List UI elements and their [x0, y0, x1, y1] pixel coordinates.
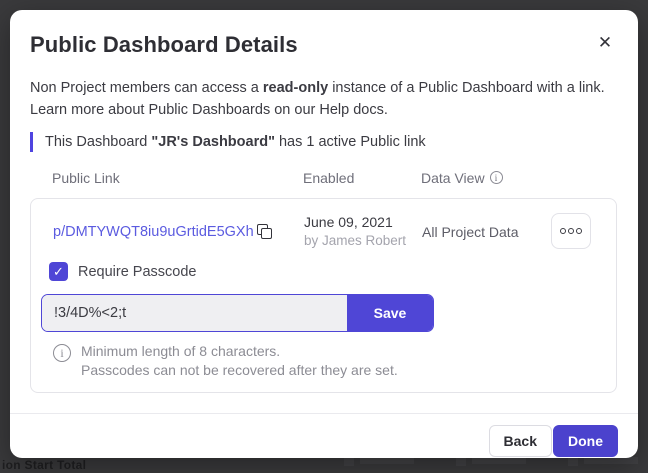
description-line2: Learn more about Public Dashboards on ou…	[30, 102, 388, 118]
public-dashboard-details-modal: ✕ Public Dashboard Details Non Project m…	[10, 10, 638, 458]
footer-divider	[10, 413, 638, 414]
callout-post: has 1 active Public link	[274, 134, 426, 150]
active-link-callout: This Dashboard "JR's Dashboard" has 1 ac…	[30, 132, 426, 152]
save-button[interactable]: Save	[347, 295, 433, 331]
legend-label-blur	[584, 457, 638, 465]
callout-pre: This Dashboard	[45, 134, 152, 150]
background-page-legend	[344, 452, 638, 470]
legend-swatch	[568, 455, 578, 466]
info-icon: i	[53, 344, 71, 362]
public-link-card: p/DMTYWQT8iu9uGrtidE5GXh June 09, 2021 b…	[30, 198, 617, 393]
require-passcode-label: Require Passcode	[78, 263, 197, 280]
background-page-text: ion Start Total	[2, 458, 87, 472]
legend-swatch	[456, 455, 466, 466]
passcode-input[interactable]	[42, 295, 347, 331]
column-header-public-link: Public Link	[52, 170, 120, 186]
description-read-only: read-only	[262, 80, 329, 96]
more-options-icon	[560, 228, 566, 234]
more-options-icon	[576, 228, 582, 234]
more-options-button[interactable]	[551, 213, 591, 249]
table-header-row: Public Link Enabled Data View i	[30, 170, 617, 190]
column-header-enabled: Enabled	[303, 170, 355, 186]
copy-icon	[257, 224, 273, 240]
back-button[interactable]: Back	[488, 425, 552, 457]
column-header-data-view: Data View i	[421, 170, 503, 186]
legend-label-blur	[472, 457, 526, 465]
legend-swatch	[344, 455, 354, 466]
close-icon[interactable]: ✕	[594, 32, 616, 54]
modal-description: Non Project members can access a read-on…	[30, 77, 605, 121]
legend-label-blur	[360, 457, 414, 465]
done-button[interactable]: Done	[553, 425, 618, 457]
require-passcode-checkbox[interactable]: ✓ Require Passcode	[49, 262, 197, 281]
description-line1-pre: Non Project members can access a	[30, 80, 263, 96]
passcode-input-group: Save	[41, 294, 434, 332]
column-header-data-view-label: Data View	[421, 170, 485, 186]
page-title: Public Dashboard Details	[30, 32, 298, 57]
note-line2: Passcodes can not be recovered after the…	[81, 362, 398, 378]
data-view-value: All Project Data	[422, 224, 519, 240]
description-line1-post: instance of a Public Dashboard with a li…	[328, 80, 605, 96]
checkbox-checked-icon[interactable]: ✓	[49, 262, 68, 281]
data-view-info-icon[interactable]: i	[489, 171, 503, 184]
public-link-url[interactable]: p/DMTYWQT8iu9uGrtidE5GXh	[53, 224, 254, 240]
passcode-note: i Minimum length of 8 characters. Passco…	[53, 342, 398, 380]
enabled-by: by James Robert	[304, 233, 407, 248]
copy-link-button[interactable]	[254, 221, 276, 243]
note-line1: Minimum length of 8 characters.	[81, 343, 281, 359]
more-options-icon	[568, 228, 574, 234]
callout-dashboard-name: "JR's Dashboard"	[151, 134, 275, 150]
enabled-date: June 09, 2021	[304, 214, 393, 230]
